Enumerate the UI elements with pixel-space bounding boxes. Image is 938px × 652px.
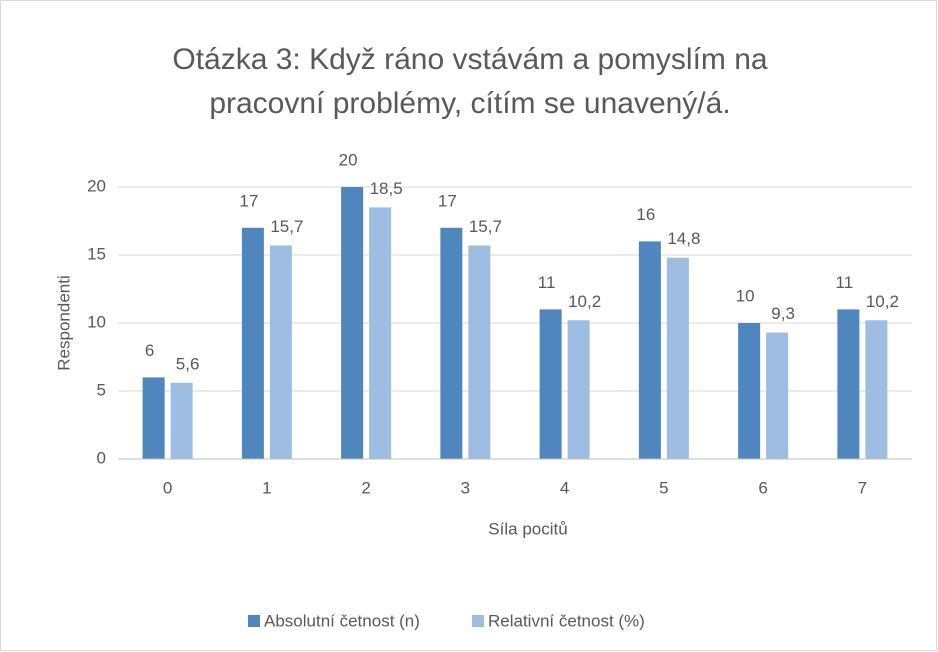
chart-title: Otázka 3: Když ráno vstávám a pomyslím n…: [172, 43, 768, 120]
bar: [468, 245, 491, 459]
bar: [142, 377, 165, 459]
data-label: 6: [145, 341, 154, 360]
data-label: 10,2: [866, 292, 899, 311]
x-tick-label: 2: [361, 478, 370, 497]
bar: [539, 309, 562, 459]
data-label: 11: [836, 273, 854, 292]
x-tick-label: 6: [758, 478, 767, 497]
data-label: 15,7: [270, 217, 303, 236]
bar: [241, 227, 264, 459]
bar: [837, 309, 860, 459]
bar: [766, 332, 789, 459]
data-label: 16: [636, 205, 655, 224]
y-tick-label: 20: [87, 176, 106, 195]
data-label: 5,6: [176, 354, 200, 373]
bar: [666, 257, 689, 459]
y-tick-label: 5: [97, 380, 106, 399]
x-tick-label: 3: [461, 478, 470, 497]
data-label: 17: [438, 191, 457, 210]
bar: [341, 187, 364, 459]
bar: [369, 207, 392, 459]
data-label: 17: [239, 191, 258, 210]
data-label: 11: [538, 273, 556, 292]
legend-swatch: [248, 615, 260, 627]
y-tick-label: 10: [87, 312, 106, 331]
data-label: 14,8: [667, 229, 700, 248]
x-tick-label: 5: [659, 478, 668, 497]
x-tick-label: 1: [262, 478, 271, 497]
data-label: 18,5: [370, 179, 403, 198]
data-label: 15,7: [469, 217, 502, 236]
data-label: 10,2: [568, 292, 601, 311]
x-axis-label: Síla pocitů: [488, 519, 567, 538]
bar: [567, 320, 590, 459]
bar: [440, 227, 463, 459]
data-label: 10: [736, 286, 755, 305]
bar: [865, 320, 888, 459]
data-label: 9,3: [771, 304, 795, 323]
y-tick-label: 0: [97, 448, 106, 467]
x-tick-label: 0: [163, 478, 172, 497]
bar: [638, 241, 661, 459]
data-label: 20: [339, 150, 358, 169]
y-axis-label: Respondenti: [54, 275, 73, 370]
y-tick-label: 15: [87, 244, 106, 263]
x-tick-label: 4: [560, 478, 569, 497]
bar: [269, 245, 292, 459]
legend-label: Relativní četnost (%): [488, 611, 645, 630]
legend-swatch: [472, 615, 484, 627]
x-tick-label: 7: [858, 478, 867, 497]
legend-label: Absolutní četnost (n): [264, 611, 420, 630]
bar: [170, 382, 193, 459]
bar: [738, 323, 761, 459]
